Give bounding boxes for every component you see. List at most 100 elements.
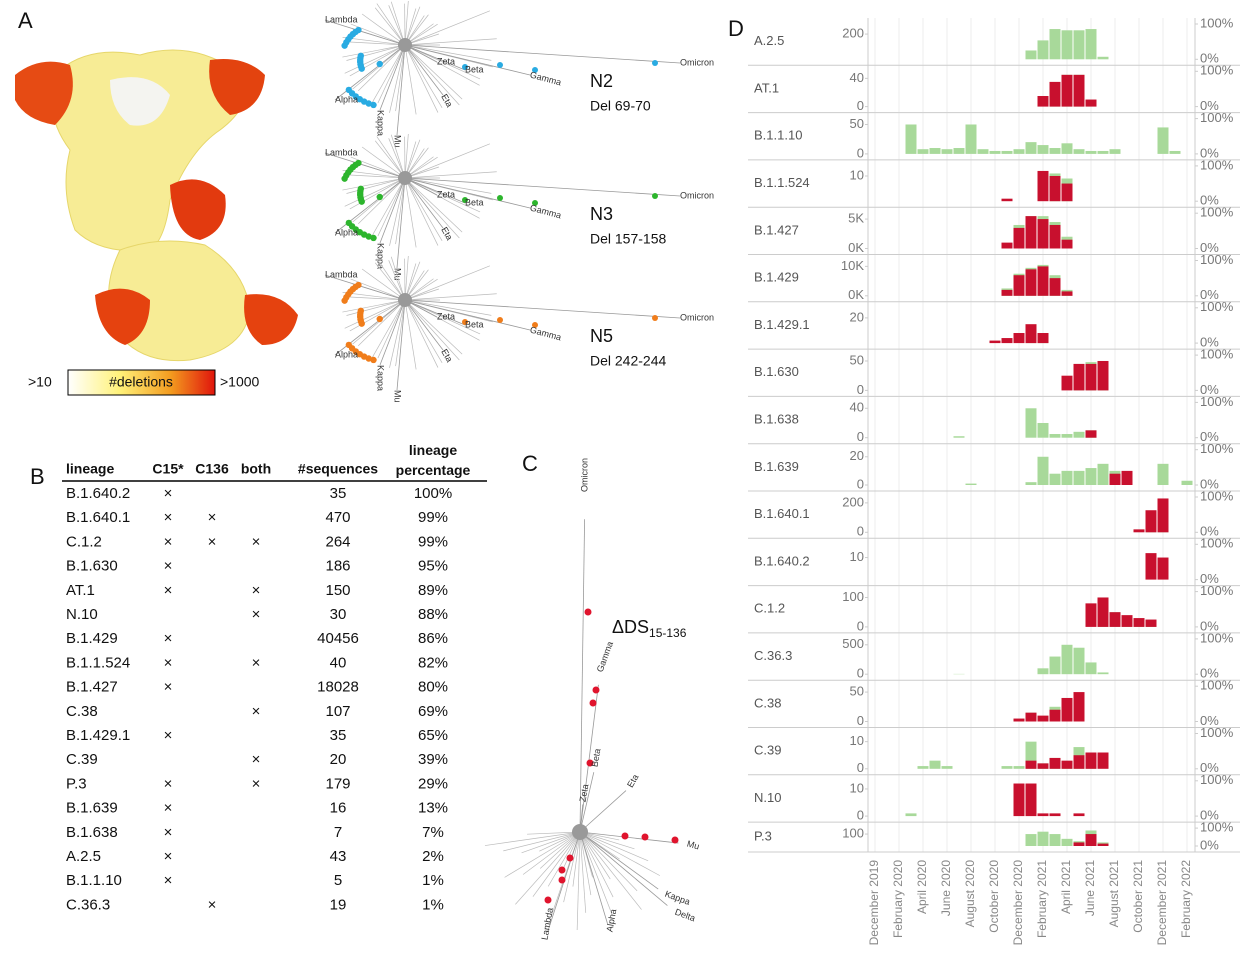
bar xyxy=(1062,471,1073,485)
table-cell: B.1.427 xyxy=(66,679,118,696)
bar xyxy=(990,341,1001,344)
table-cell: 150 xyxy=(325,582,350,599)
y2-tick-label: 0% xyxy=(1200,837,1219,852)
bar xyxy=(1074,149,1085,154)
bar xyxy=(942,149,953,154)
bar xyxy=(1002,338,1013,343)
tree-node xyxy=(358,308,364,314)
bar xyxy=(1086,753,1097,769)
bar xyxy=(1098,672,1109,674)
bar xyxy=(942,766,953,769)
tree-branch xyxy=(405,45,462,99)
bar xyxy=(1026,142,1037,154)
bar xyxy=(1026,216,1037,248)
tree-label: Zeta xyxy=(437,189,455,199)
bar xyxy=(1062,761,1073,769)
bar xyxy=(1074,755,1085,769)
lineage-name: C.38 xyxy=(754,695,781,710)
tree-root xyxy=(398,38,412,52)
table-cell: 88% xyxy=(418,606,448,623)
table-cell: × xyxy=(208,509,217,526)
tree-label: Zeta xyxy=(437,311,455,321)
x-tick-label: February 2022 xyxy=(1179,860,1193,938)
bar xyxy=(1158,127,1169,153)
colorbar-max: >1000 xyxy=(220,374,260,390)
y2-tick-label: 100% xyxy=(1200,630,1234,645)
bar xyxy=(1062,645,1073,674)
bar xyxy=(1038,832,1049,846)
x-tick-label: October 2021 xyxy=(1131,860,1145,933)
bar xyxy=(906,813,917,816)
bar xyxy=(1110,612,1121,627)
y-tick-label: 0 xyxy=(857,666,864,681)
bar xyxy=(1074,364,1085,390)
tree-branch xyxy=(580,832,658,889)
tree-node xyxy=(355,282,361,288)
y-tick-label: 200 xyxy=(842,26,864,41)
y-tick-label: 0 xyxy=(857,618,864,633)
table-cell: × xyxy=(164,800,173,817)
tree-branch xyxy=(505,832,580,877)
tree-branch xyxy=(358,178,405,224)
tree-node xyxy=(652,315,658,321)
bar xyxy=(1086,151,1097,154)
y2-tick-label: 100% xyxy=(1200,583,1234,598)
table-cell: 2% xyxy=(422,848,444,865)
tree-label: Delta xyxy=(674,907,697,924)
tree-root xyxy=(572,824,588,840)
table-cell: × xyxy=(164,630,173,647)
bar xyxy=(1122,471,1133,485)
y2-tick-label: 100% xyxy=(1200,15,1234,30)
tree-branch xyxy=(372,300,405,358)
y-tick-label: 0 xyxy=(857,713,864,728)
y2-tick-label: 100% xyxy=(1200,536,1234,551)
table-cell: 35 xyxy=(330,727,347,744)
bar xyxy=(1002,766,1013,769)
tree-node xyxy=(355,27,361,33)
panel-label: D xyxy=(728,16,744,41)
y-tick-label: 40 xyxy=(850,70,864,85)
bar xyxy=(1134,618,1145,627)
bar xyxy=(1098,57,1109,60)
tree-node xyxy=(545,897,552,904)
y-tick-label: 0 xyxy=(857,382,864,397)
table-cell: 16 xyxy=(330,800,347,817)
tree-node xyxy=(346,87,352,93)
table-header: C136 xyxy=(195,461,229,477)
bar xyxy=(1110,149,1121,154)
table-cell: 99% xyxy=(418,509,448,526)
tree-label: Gamma xyxy=(529,70,563,88)
bar xyxy=(1038,716,1049,722)
bar xyxy=(1038,219,1049,248)
bar xyxy=(1074,692,1085,721)
bar xyxy=(1146,553,1157,579)
table-cell: × xyxy=(164,872,173,889)
bar xyxy=(918,766,929,769)
lineage-name: C.1.2 xyxy=(754,601,785,616)
tree-label: Lambda xyxy=(325,147,358,157)
bar xyxy=(930,148,941,154)
table-cell: N.10 xyxy=(66,606,98,623)
table-cell: A.2.5 xyxy=(66,848,101,865)
table-cell: 107 xyxy=(325,703,350,720)
table-cell: 39% xyxy=(418,751,448,768)
tree-branch xyxy=(405,45,438,113)
table-cell: B.1.638 xyxy=(66,824,118,841)
y-tick-label: 0 xyxy=(857,145,864,160)
table-cell: 99% xyxy=(418,533,448,550)
lineage-name: A.2.5 xyxy=(754,33,784,48)
table-cell: C.38 xyxy=(66,703,98,720)
y-tick-label: 0 xyxy=(857,98,864,113)
y2-tick-label: 100% xyxy=(1200,63,1234,78)
table-cell: 470 xyxy=(325,509,350,526)
tree-branch xyxy=(405,300,462,354)
bar xyxy=(1074,471,1085,485)
y-tick-label: 40 xyxy=(850,400,864,415)
table-cell: × xyxy=(164,775,173,792)
bar xyxy=(966,124,977,153)
tree-branch xyxy=(580,832,642,910)
bar xyxy=(1050,834,1061,846)
lineage-name: B.1.429.1 xyxy=(754,317,810,332)
tree-label: Omicron xyxy=(680,190,714,200)
x-tick-label: August 2020 xyxy=(963,860,977,928)
